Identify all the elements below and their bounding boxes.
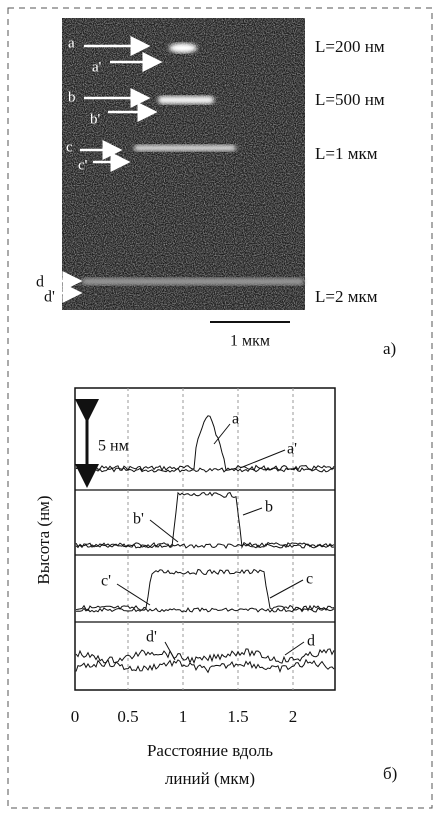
x-tick-label: 0 [71, 707, 80, 726]
scale-label: 5 нм [98, 438, 129, 455]
afm-image: a a' b b' c c' [50, 18, 305, 310]
curve-label: d' [146, 629, 157, 646]
profile-curve [75, 568, 335, 612]
profile-curve [75, 658, 335, 674]
image-label: c' [78, 157, 88, 173]
profile-curve [75, 467, 335, 473]
image-label: d [36, 274, 44, 291]
length-label: L=2 мкм [315, 287, 378, 306]
image-label: c [66, 139, 73, 155]
curve-label: a' [287, 441, 297, 458]
panel-label: б) [383, 764, 397, 783]
x-tick-label: 1.5 [227, 707, 248, 726]
panel-label: а) [383, 339, 396, 358]
x-tick-label: 0.5 [117, 707, 138, 726]
x-axis-label: линий (мкм) [165, 769, 255, 788]
x-axis-label: Расстояние вдоль [147, 741, 273, 760]
profile-curve [75, 491, 335, 549]
image-label: a [68, 35, 75, 51]
curve-label: b [265, 499, 273, 516]
x-tick-label: 1 [179, 707, 188, 726]
curve-label: c [306, 571, 313, 588]
profile-curve [75, 648, 335, 665]
frame [7, 7, 433, 809]
image-label: b [68, 89, 76, 105]
x-tick-label: 2 [289, 707, 298, 726]
curve-label: b' [133, 511, 144, 528]
image-label: d' [44, 289, 55, 306]
profile-curve [75, 607, 335, 613]
curve-label: d [307, 633, 315, 650]
scale-bar-label: 1 мкм [230, 333, 270, 350]
profile-plot [74, 387, 336, 691]
curve-label: c' [101, 573, 111, 590]
profile-curve [75, 543, 335, 549]
image-label: b' [90, 111, 101, 127]
length-label: L=200 нм [315, 37, 385, 56]
y-axis-label: Высота (нм) [34, 495, 53, 584]
length-label: L=1 мкм [315, 144, 378, 163]
image-label: a' [92, 59, 102, 75]
curve-label: a [232, 411, 239, 428]
length-label: L=500 нм [315, 90, 385, 109]
